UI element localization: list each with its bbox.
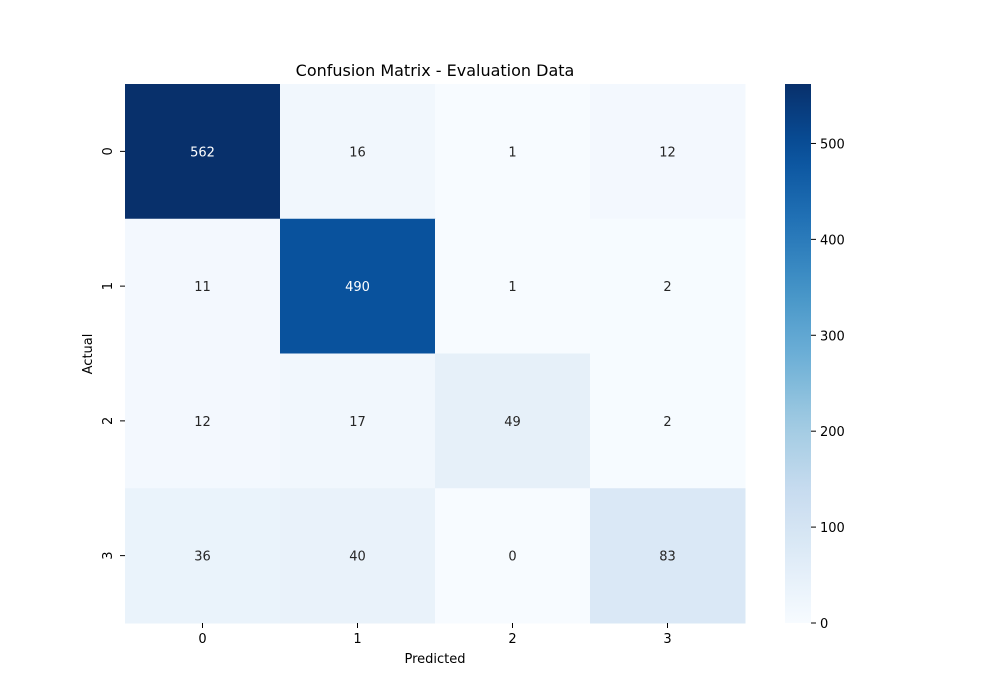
heatmap-cell-r3-c0: [125, 488, 281, 624]
heatmap-cell-r2-c2: [435, 353, 591, 489]
cell-value-r3-c1: 40: [349, 550, 366, 565]
cell-value-r1-c0: 11: [194, 280, 211, 295]
cell-value-r0-c2: 1: [508, 145, 516, 160]
x-tick-label-1: 1: [353, 632, 361, 647]
cell-value-r1-c3: 2: [663, 280, 671, 295]
colorbar-tick-label-400: 400: [820, 233, 845, 248]
heatmap-cell-r0-c0: [125, 84, 281, 220]
colorbar-tick-label-500: 500: [820, 137, 845, 152]
heatmap-cell-r2-c3: [590, 353, 746, 489]
y-tick-label-1: 1: [101, 282, 116, 290]
heatmap-cell-r3-c3: [590, 488, 746, 624]
colorbar-tick-label-200: 200: [820, 425, 845, 440]
cell-value-r2-c1: 17: [349, 415, 366, 430]
heatmap-cells: [125, 84, 746, 624]
cell-value-r3-c3: 83: [659, 550, 676, 565]
colorbar-tick-label-0: 0: [820, 617, 828, 632]
cell-value-r0-c3: 12: [659, 145, 676, 160]
heatmap-cell-r3-c1: [280, 488, 436, 624]
cell-value-r1-c1: 490: [345, 280, 370, 295]
heatmap-cell-r0-c1: [280, 84, 436, 220]
cell-value-r2-c3: 2: [663, 415, 671, 430]
colorbar: 0 100 200 300 400 500: [785, 84, 845, 632]
x-tick-label-0: 0: [198, 632, 206, 647]
heatmap-cell-r1-c3: [590, 218, 746, 354]
cell-value-r3-c0: 36: [194, 550, 211, 565]
heatmap-cell-r2-c1: [280, 353, 436, 489]
cell-value-r3-c2: 0: [508, 550, 516, 565]
heatmap-cell-r0-c3: [590, 84, 746, 220]
y-axis-label: Actual: [81, 334, 96, 375]
colorbar-tick-label-100: 100: [820, 521, 845, 536]
cell-value-r1-c2: 1: [508, 280, 516, 295]
cell-value-r0-c0: 562: [190, 145, 215, 160]
cell-value-r2-c0: 12: [194, 415, 211, 430]
colorbar-gradient: [785, 84, 811, 623]
y-tick-label-0: 0: [101, 147, 116, 155]
x-tick-label-2: 2: [508, 632, 516, 647]
chart-title: Confusion Matrix - Evaluation Data: [296, 61, 575, 80]
heatmap-cell-r3-c2: [435, 488, 591, 624]
cell-value-r0-c1: 16: [349, 145, 366, 160]
colorbar-tick-label-300: 300: [820, 329, 845, 344]
y-tick-label-3: 3: [101, 551, 116, 559]
y-tick-label-2: 2: [101, 417, 116, 425]
x-tick-label-3: 3: [663, 632, 671, 647]
cell-value-r2-c2: 49: [504, 415, 521, 430]
heatmap-cell-r1-c0: [125, 218, 281, 354]
heatmap-cell-r1-c1: [280, 218, 436, 354]
x-axis-label: Predicted: [404, 652, 465, 667]
heatmap-cell-r0-c2: [435, 84, 591, 220]
heatmap-cell-r1-c2: [435, 218, 591, 354]
heatmap-cell-r2-c0: [125, 353, 281, 489]
